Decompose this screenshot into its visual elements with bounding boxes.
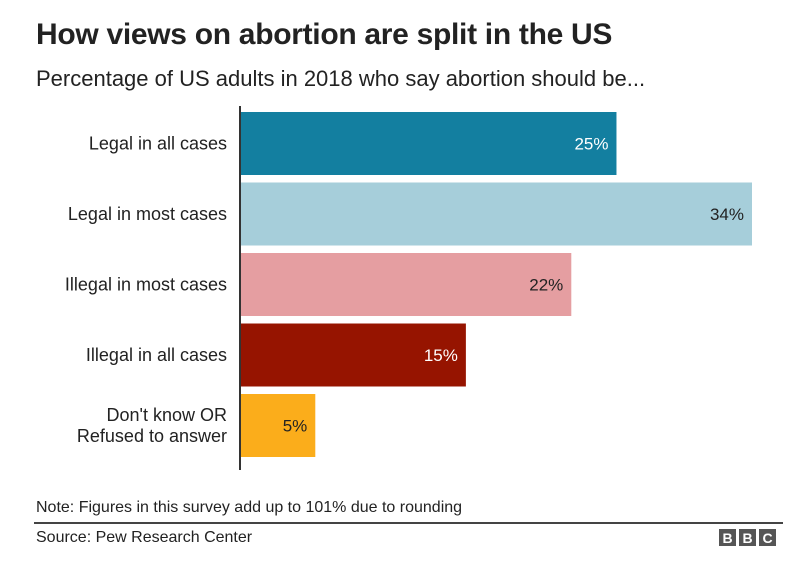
chart-subtitle: Percentage of US adults in 2018 who say … xyxy=(36,66,646,91)
bar xyxy=(240,394,316,457)
bar-chart: 25% Legal in all cases 34% Legal in most ca… xyxy=(65,106,752,470)
bbc-logo: B B C xyxy=(719,529,776,546)
footnote: Note: Figures in this survey add up to 1… xyxy=(36,499,463,516)
bar-value-label: 22% xyxy=(529,276,563,295)
category-label: Legal in all cases xyxy=(89,134,227,154)
bbc-logo-letter: B xyxy=(719,529,736,546)
bbc-logo-letter: C xyxy=(759,529,776,546)
source-text: Source: Pew Research Center xyxy=(36,529,253,546)
footer-divider xyxy=(34,522,783,524)
category-label: Don't know OR xyxy=(107,405,227,425)
bar-value-label: 15% xyxy=(424,346,458,365)
bar-value-label: 5% xyxy=(283,417,308,436)
bar xyxy=(240,323,466,387)
bar-value-label: 25% xyxy=(574,135,608,154)
category-label: Illegal in all cases xyxy=(86,345,227,365)
bar xyxy=(240,253,572,316)
category-label: Refused to answer xyxy=(77,426,227,446)
bbc-logo-letter: B xyxy=(739,529,756,546)
bar-value-label: 34% xyxy=(710,205,744,224)
category-label: Legal in most cases xyxy=(68,204,227,224)
category-label: Illegal in most cases xyxy=(65,275,227,295)
bar xyxy=(240,182,752,246)
chart-title: How views on abortion are split in the U… xyxy=(36,18,613,51)
bar xyxy=(240,112,617,175)
